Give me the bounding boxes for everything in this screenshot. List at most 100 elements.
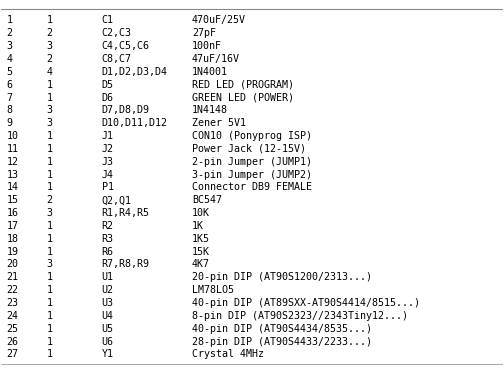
Text: R3: R3 [102, 234, 113, 244]
Text: D10,D11,D12: D10,D11,D12 [102, 118, 168, 128]
Text: 19: 19 [7, 247, 19, 257]
Text: 470uF/25V: 470uF/25V [192, 16, 246, 26]
Text: 3: 3 [46, 259, 52, 269]
Text: 16: 16 [7, 208, 19, 218]
Text: 8: 8 [7, 105, 13, 115]
Text: 14: 14 [7, 183, 19, 193]
Text: 9: 9 [7, 118, 13, 128]
Text: CON10 (Ponyprog ISP): CON10 (Ponyprog ISP) [192, 131, 312, 141]
Text: 40-pin DIP (AT89SXX-AT90S4414/8515...): 40-pin DIP (AT89SXX-AT90S4414/8515...) [192, 298, 420, 308]
Text: 6: 6 [7, 80, 13, 90]
Text: 1: 1 [46, 298, 52, 308]
Text: U5: U5 [102, 324, 113, 333]
Text: J4: J4 [102, 170, 113, 180]
Text: 20-pin DIP (AT90S1200/2313...): 20-pin DIP (AT90S1200/2313...) [192, 272, 372, 282]
Text: GREEN LED (POWER): GREEN LED (POWER) [192, 92, 294, 102]
Text: 15K: 15K [192, 247, 210, 257]
Text: P1: P1 [102, 183, 113, 193]
Text: 3: 3 [46, 105, 52, 115]
Text: J3: J3 [102, 157, 113, 167]
Text: 3: 3 [46, 41, 52, 51]
Text: 21: 21 [7, 272, 19, 282]
Text: 1: 1 [46, 324, 52, 333]
Text: Q2,Q1: Q2,Q1 [102, 195, 132, 205]
Text: C1: C1 [102, 16, 113, 26]
Text: 10K: 10K [192, 208, 210, 218]
Text: R7,R8,R9: R7,R8,R9 [102, 259, 150, 269]
Text: 7: 7 [7, 92, 13, 102]
Text: 1: 1 [46, 80, 52, 90]
Text: 17: 17 [7, 221, 19, 231]
Text: 23: 23 [7, 298, 19, 308]
Text: 27pF: 27pF [192, 28, 216, 38]
Text: 1: 1 [46, 144, 52, 154]
Text: D5: D5 [102, 80, 113, 90]
Text: 1: 1 [46, 337, 52, 346]
Text: 1: 1 [46, 92, 52, 102]
Text: U2: U2 [102, 285, 113, 295]
Text: 1: 1 [46, 157, 52, 167]
Text: C8,C7: C8,C7 [102, 54, 132, 64]
Text: 3: 3 [46, 208, 52, 218]
Text: 20: 20 [7, 259, 19, 269]
Text: D1,D2,D3,D4: D1,D2,D3,D4 [102, 67, 168, 77]
Text: 28-pin DIP (AT90S4433/2233...): 28-pin DIP (AT90S4433/2233...) [192, 337, 372, 346]
Text: 1: 1 [46, 170, 52, 180]
Text: C2,C3: C2,C3 [102, 28, 132, 38]
Text: J2: J2 [102, 144, 113, 154]
Text: U6: U6 [102, 337, 113, 346]
Text: 1: 1 [46, 285, 52, 295]
Text: 2: 2 [46, 28, 52, 38]
Text: 13: 13 [7, 170, 19, 180]
Text: 1: 1 [46, 221, 52, 231]
Text: 4: 4 [46, 67, 52, 77]
Text: 2: 2 [46, 54, 52, 64]
Text: 12: 12 [7, 157, 19, 167]
Text: 3: 3 [46, 118, 52, 128]
Text: 2: 2 [46, 195, 52, 205]
Text: 1: 1 [46, 234, 52, 244]
Text: 1: 1 [46, 350, 52, 359]
Text: 10: 10 [7, 131, 19, 141]
Text: 1: 1 [7, 16, 13, 26]
Text: 40-pin DIP (AT90S4434/8535...): 40-pin DIP (AT90S4434/8535...) [192, 324, 372, 333]
Text: R6: R6 [102, 247, 113, 257]
Text: 1N4148: 1N4148 [192, 105, 228, 115]
Text: D6: D6 [102, 92, 113, 102]
Text: 3-pin Jumper (JUMP2): 3-pin Jumper (JUMP2) [192, 170, 312, 180]
Text: 1K5: 1K5 [192, 234, 210, 244]
Text: C4,C5,C6: C4,C5,C6 [102, 41, 150, 51]
Text: 2: 2 [7, 28, 13, 38]
Text: 1: 1 [46, 311, 52, 321]
Text: 1: 1 [46, 272, 52, 282]
Text: 4: 4 [7, 54, 13, 64]
Text: 1: 1 [46, 247, 52, 257]
Text: 2-pin Jumper (JUMP1): 2-pin Jumper (JUMP1) [192, 157, 312, 167]
Text: 24: 24 [7, 311, 19, 321]
Text: 100nF: 100nF [192, 41, 222, 51]
Text: LM78LO5: LM78LO5 [192, 285, 234, 295]
Text: 27: 27 [7, 350, 19, 359]
Text: R1,R4,R5: R1,R4,R5 [102, 208, 150, 218]
Text: J1: J1 [102, 131, 113, 141]
Text: Power Jack (12-15V): Power Jack (12-15V) [192, 144, 306, 154]
Text: R2: R2 [102, 221, 113, 231]
Text: 1: 1 [46, 16, 52, 26]
Text: 25: 25 [7, 324, 19, 333]
Text: BC547: BC547 [192, 195, 222, 205]
Text: 4K7: 4K7 [192, 259, 210, 269]
Text: 26: 26 [7, 337, 19, 346]
Text: 3: 3 [7, 41, 13, 51]
Text: 47uF/16V: 47uF/16V [192, 54, 240, 64]
Text: Y1: Y1 [102, 350, 113, 359]
Text: 1K: 1K [192, 221, 204, 231]
Text: 1: 1 [46, 183, 52, 193]
Text: 1N4001: 1N4001 [192, 67, 228, 77]
Text: 5: 5 [7, 67, 13, 77]
Text: U4: U4 [102, 311, 113, 321]
Text: Zener 5V1: Zener 5V1 [192, 118, 246, 128]
Text: 15: 15 [7, 195, 19, 205]
Text: 1: 1 [46, 131, 52, 141]
Text: 11: 11 [7, 144, 19, 154]
Text: 8-pin DIP (AT90S2323//2343Tiny12...): 8-pin DIP (AT90S2323//2343Tiny12...) [192, 311, 408, 321]
